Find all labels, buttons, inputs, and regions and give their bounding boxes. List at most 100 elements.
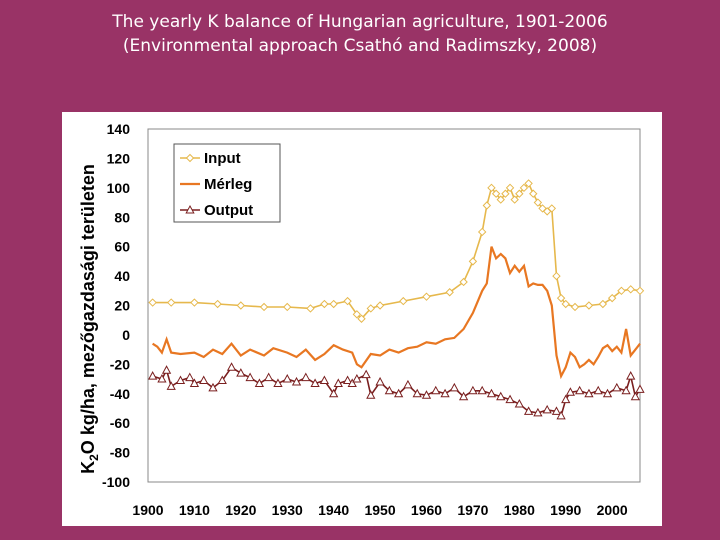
data-point-output	[533, 407, 543, 417]
data-point-output	[384, 385, 394, 395]
x-tick-label: 1950	[364, 502, 395, 518]
data-point-output	[575, 385, 585, 395]
data-point-output	[333, 378, 343, 387]
data-point-input	[468, 257, 478, 266]
y-tick-label: 40	[114, 268, 130, 284]
data-point-output	[612, 382, 622, 392]
data-point-output	[565, 387, 576, 396]
data-point-output	[329, 388, 339, 398]
data-point-output	[161, 365, 172, 374]
data-point-input	[561, 299, 570, 309]
data-point-input	[487, 183, 496, 193]
data-point-output	[352, 373, 362, 383]
data-point-output	[217, 375, 227, 385]
series-mrleg	[152, 246, 641, 380]
y-tick-label: -60	[110, 415, 130, 431]
y-axis-label-part: K	[78, 461, 98, 474]
data-point-input	[167, 298, 176, 307]
data-point-output	[148, 371, 158, 380]
data-point-output	[342, 375, 353, 385]
data-point-output	[185, 372, 195, 382]
data-point-input	[148, 298, 157, 307]
data-point-output	[635, 384, 645, 393]
data-point-output	[226, 362, 237, 371]
data-point-output	[175, 375, 186, 385]
legend-marker-output	[185, 204, 195, 214]
data-point-input	[491, 189, 501, 198]
x-tick-label: 1970	[457, 502, 488, 518]
data-point-output	[394, 388, 404, 398]
data-point-output	[347, 378, 357, 387]
data-point-input	[320, 299, 329, 309]
data-point-input	[236, 301, 246, 310]
title-line-2: (Environmental approach Csathó and Radim…	[122, 36, 598, 56]
data-point-input	[422, 292, 431, 301]
data-point-output	[157, 373, 167, 383]
slide-title: The yearly K balance of Hungarian agricu…	[0, 10, 720, 58]
data-point-input	[510, 195, 519, 204]
data-point-output	[412, 388, 422, 398]
data-point-output	[319, 375, 330, 385]
x-tick-label: 1980	[504, 502, 535, 518]
y-tick-label: 120	[107, 150, 131, 166]
x-tick-label: 1900	[132, 502, 163, 518]
data-point-input	[329, 299, 338, 309]
data-point-input	[635, 286, 645, 295]
data-point-output	[366, 390, 376, 399]
series-line-mrleg	[152, 246, 641, 380]
data-point-output	[361, 369, 371, 379]
data-point-output	[561, 394, 571, 404]
y-tick-label: 60	[114, 239, 130, 255]
data-point-output	[593, 385, 603, 395]
data-point-output	[621, 385, 631, 395]
legend-label-output: Output	[204, 202, 253, 219]
data-point-input	[505, 183, 515, 193]
chart-svg: K2O kg/ha, mezőgazdasági területen 140 12…	[78, 121, 645, 518]
data-point-output	[431, 385, 441, 395]
y-axis-label-part: O kg/ha, mezőgazdasági területen	[78, 164, 98, 454]
y-tick-label: 0	[122, 327, 130, 343]
y-tick-label: -100	[102, 474, 130, 490]
data-point-input	[477, 227, 487, 237]
data-point-input	[552, 271, 561, 281]
data-point-input	[306, 304, 315, 313]
data-point-output	[254, 378, 265, 387]
data-point-output	[273, 378, 283, 387]
y-tick-label: -40	[110, 386, 130, 402]
data-point-output	[375, 376, 385, 386]
legend-marker-input	[185, 153, 195, 163]
data-point-input	[352, 310, 362, 319]
data-point-output	[403, 379, 413, 389]
series-line-input	[152, 182, 641, 320]
data-point-output	[542, 404, 552, 414]
y-axis-label-sub: 2	[87, 454, 101, 461]
data-point-output	[496, 391, 506, 401]
data-point-output	[486, 388, 497, 398]
data-point-output	[556, 410, 566, 420]
x-tick-labels: 1900 1910 1920 1930 1940 1950 1960 1970 1980 1990…	[132, 502, 628, 518]
data-point-output	[458, 391, 469, 401]
data-point-output	[505, 394, 515, 404]
data-point-input	[556, 293, 566, 303]
legend-label-mrleg: Mérleg	[204, 176, 252, 193]
data-point-input	[459, 277, 468, 287]
data-point-input	[343, 296, 352, 306]
data-point-output	[208, 382, 218, 392]
y-tick-label: 20	[114, 298, 130, 314]
x-tick-label: 1910	[179, 502, 210, 518]
series-group	[148, 179, 645, 420]
data-point-output	[602, 388, 613, 398]
data-point-input	[570, 302, 580, 312]
data-point-input	[533, 198, 543, 207]
data-point-output	[166, 381, 176, 390]
data-point-output	[468, 385, 478, 395]
data-point-input	[547, 204, 557, 213]
data-point-output	[236, 368, 246, 377]
data-point-output	[282, 373, 292, 383]
data-point-output	[291, 376, 302, 386]
legend: Input Mérleg Output	[173, 143, 281, 223]
data-point-output	[440, 388, 450, 398]
data-point-input	[607, 293, 617, 303]
data-point-output	[551, 406, 562, 415]
data-point-input	[366, 304, 375, 313]
